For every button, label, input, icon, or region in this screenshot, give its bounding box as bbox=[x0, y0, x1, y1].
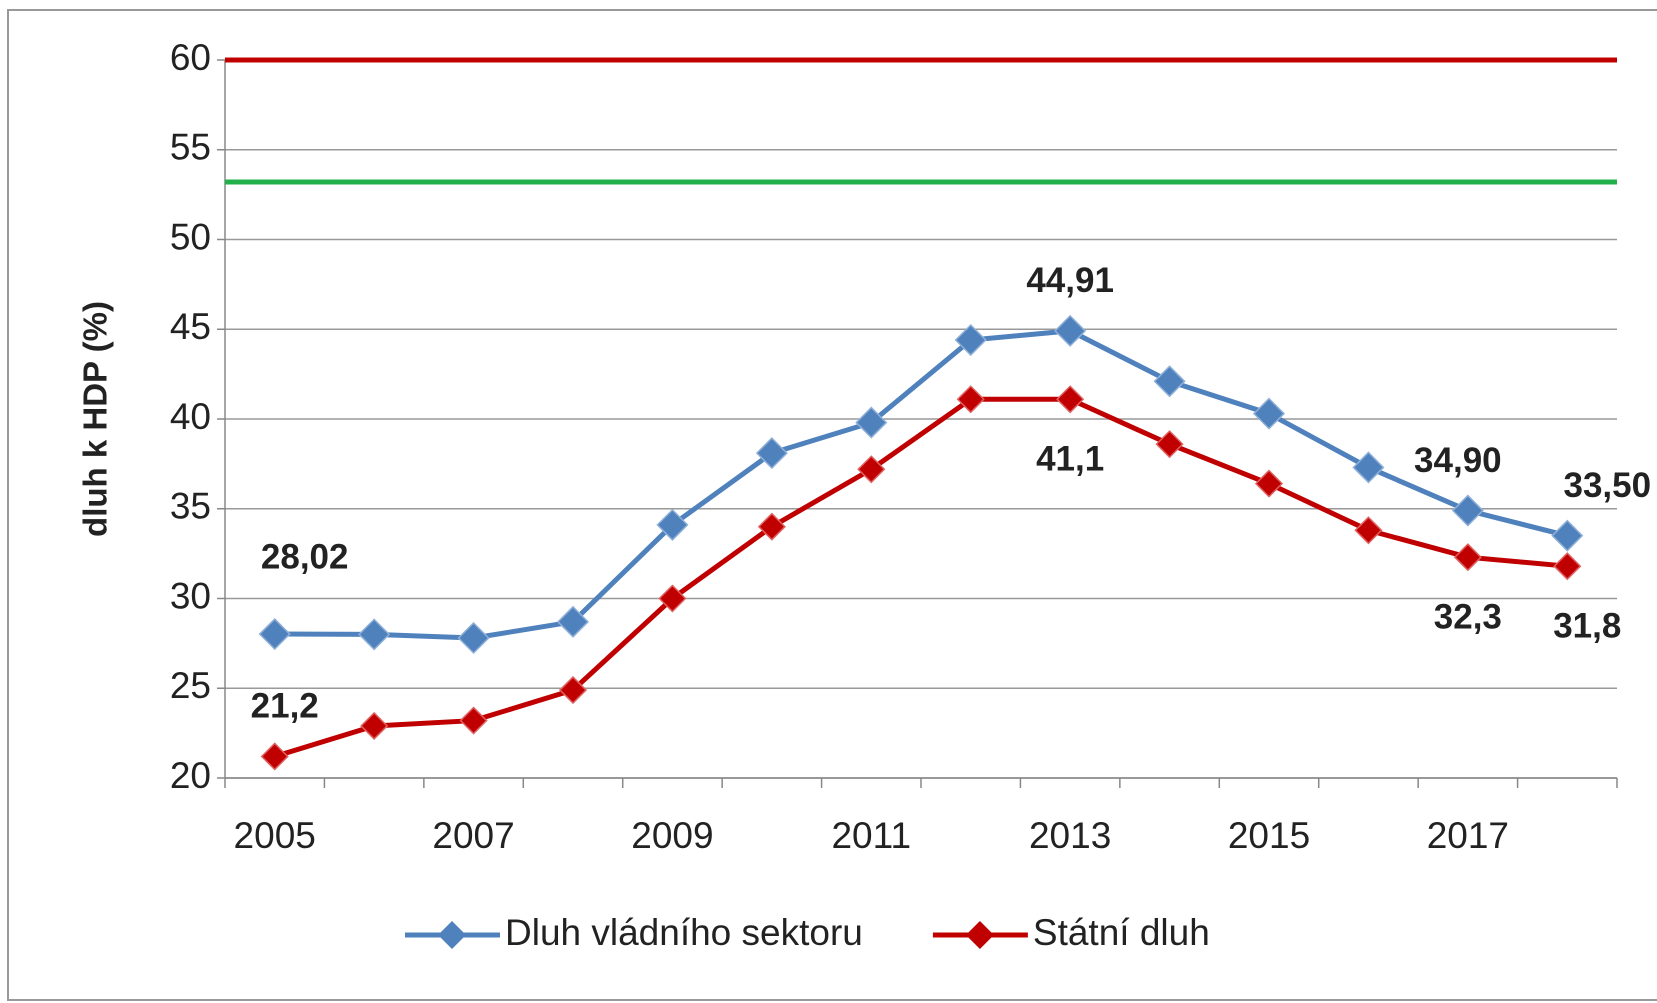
y-tick-label: 40 bbox=[170, 396, 211, 437]
y-axis-label: dluh k HDP (%) bbox=[77, 301, 114, 537]
data-label: 44,91 bbox=[1026, 261, 1114, 300]
x-tick-label: 2017 bbox=[1427, 815, 1509, 856]
data-point bbox=[457, 621, 490, 655]
y-tick-label: 25 bbox=[170, 665, 211, 706]
data-label: 21,2 bbox=[251, 687, 319, 726]
y-tick-label: 60 bbox=[170, 37, 211, 78]
data-point bbox=[1453, 543, 1482, 572]
data-label: 32,3 bbox=[1434, 597, 1502, 636]
x-tick-label: 2005 bbox=[234, 815, 316, 856]
y-tick-label: 50 bbox=[170, 216, 211, 257]
data-point bbox=[1155, 430, 1184, 459]
x-tick-label: 2011 bbox=[831, 815, 911, 856]
y-tick-label: 55 bbox=[170, 127, 211, 168]
y-tick-label: 45 bbox=[170, 306, 211, 347]
data-point bbox=[258, 617, 291, 651]
data-point bbox=[1252, 397, 1286, 430]
data-point bbox=[1153, 365, 1186, 398]
y-tick-label: 30 bbox=[170, 575, 211, 616]
data-point bbox=[956, 385, 985, 414]
x-tick-label: 2007 bbox=[432, 815, 514, 856]
data-point bbox=[1354, 516, 1383, 545]
data-label: 28,02 bbox=[261, 537, 349, 576]
data-point bbox=[954, 323, 987, 357]
data-point bbox=[1553, 552, 1582, 581]
data-point bbox=[558, 675, 588, 705]
data-point bbox=[755, 437, 788, 470]
data-point bbox=[658, 584, 687, 613]
y-tick-label: 20 bbox=[170, 755, 211, 796]
data-point bbox=[1254, 469, 1284, 498]
legend-label: Státní dluh bbox=[1033, 912, 1210, 953]
data-point bbox=[1352, 451, 1385, 484]
data-point bbox=[656, 508, 689, 541]
data-point bbox=[459, 706, 488, 735]
chart-border bbox=[7, 9, 1657, 1001]
data-point bbox=[1551, 519, 1584, 552]
legend-marker bbox=[438, 921, 466, 949]
x-tick-label: 2013 bbox=[1029, 815, 1111, 856]
data-label: 34,90 bbox=[1414, 441, 1502, 480]
data-point bbox=[1056, 385, 1085, 414]
data-point bbox=[358, 618, 391, 651]
data-point bbox=[757, 512, 786, 541]
data-label: 31,8 bbox=[1553, 606, 1621, 645]
data-point bbox=[556, 605, 590, 638]
legend-marker bbox=[965, 921, 994, 949]
data-label: 33,50 bbox=[1563, 466, 1651, 505]
data-point bbox=[1054, 314, 1087, 347]
data-point bbox=[857, 455, 886, 484]
x-tick-label: 2015 bbox=[1228, 815, 1310, 856]
series-line bbox=[273, 396, 1568, 759]
data-label: 41,1 bbox=[1036, 440, 1104, 479]
x-tick-label: 2009 bbox=[631, 815, 713, 856]
y-tick-label: 35 bbox=[170, 486, 211, 527]
data-point bbox=[360, 711, 389, 741]
legend-label: Dluh vládního sektoru bbox=[505, 912, 863, 953]
series-line bbox=[274, 328, 1568, 641]
data-point bbox=[855, 406, 888, 439]
data-point bbox=[1451, 494, 1484, 527]
data-point bbox=[260, 742, 289, 771]
